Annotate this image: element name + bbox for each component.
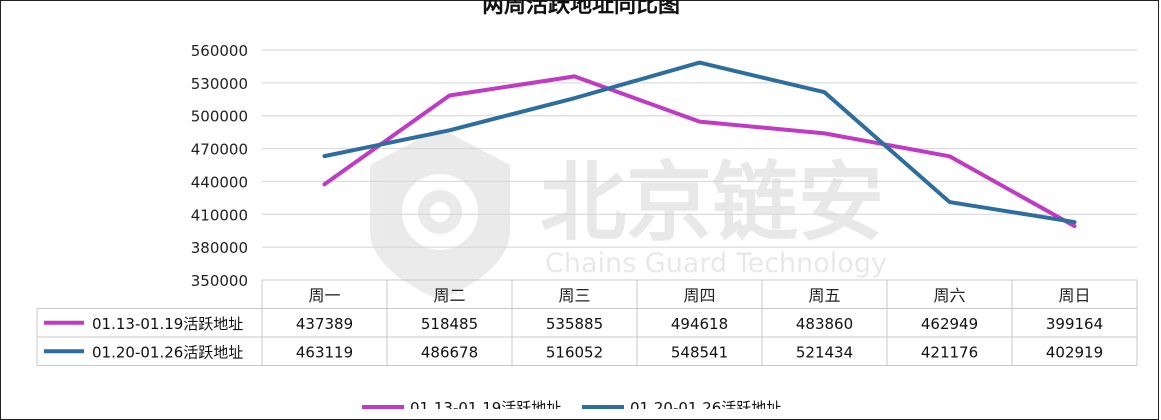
- line-chart: 北京链安 Chains Guard Technology 两周活跃地址同比图 5…: [36, 0, 1138, 409]
- watermark-text-cn: 北京链安: [540, 153, 884, 253]
- x-tick-label: 周六: [933, 286, 965, 305]
- y-tick-label: 380000: [191, 239, 248, 257]
- x-tick-label: 周三: [558, 286, 590, 305]
- x-tick-label: 周四: [683, 286, 715, 305]
- y-tick-label: 470000: [191, 141, 248, 159]
- data-label: 402919: [1046, 343, 1103, 361]
- y-tick-label: 560000: [191, 42, 248, 60]
- watermark: 北京链安 Chains Guard Technology: [370, 128, 887, 300]
- y-tick-label: 440000: [191, 173, 248, 191]
- legend: 01.13-01.19活跃地址 01.20-01.26活跃地址: [362, 399, 781, 409]
- y-axis: 560000 530000 500000 470000 440000 410000 3800…: [191, 42, 248, 290]
- x-tick-label: 周一: [308, 286, 340, 305]
- data-label: 548541: [671, 343, 728, 361]
- data-label: 462949: [921, 315, 978, 333]
- data-label: 494618: [671, 315, 728, 333]
- data-label: 483860: [796, 315, 853, 333]
- watermark-text-en: Chains Guard Technology: [545, 248, 887, 279]
- y-tick-label: 410000: [191, 206, 248, 224]
- y-tick-label: 350000: [191, 272, 248, 290]
- table-series-name: 01.13-01.19活跃地址: [92, 315, 243, 333]
- y-tick-label: 500000: [191, 108, 248, 126]
- data-label: 516052: [546, 343, 603, 361]
- data-label: 521434: [796, 343, 853, 361]
- data-label: 518485: [421, 315, 478, 333]
- x-tick-label: 周日: [1058, 286, 1090, 305]
- series-line: [322, 74, 1077, 229]
- legend-label: 01.20-01.26活跃地址: [630, 399, 781, 409]
- data-label: 463119: [296, 343, 353, 361]
- x-tick-label: 周五: [808, 286, 840, 305]
- series-lines: [322, 60, 1077, 229]
- data-label: 421176: [921, 343, 978, 361]
- data-label: 437389: [296, 315, 353, 333]
- data-label: 399164: [1046, 315, 1103, 333]
- legend-label: 01.13-01.19活跃地址: [410, 399, 561, 409]
- data-table: 周一 周二 周三 周四 周五 周六 周日 01.13-01.19活跃地址 437389 51848…: [36, 279, 1138, 366]
- table-series-name: 01.20-01.26活跃地址: [92, 343, 243, 361]
- data-label: 535885: [546, 315, 603, 333]
- chart-title: 两周活跃地址同比图: [482, 0, 680, 18]
- x-tick-label: 周二: [433, 286, 465, 305]
- series-line: [322, 60, 1077, 225]
- data-label: 486678: [421, 343, 478, 361]
- y-tick-label: 530000: [191, 75, 248, 93]
